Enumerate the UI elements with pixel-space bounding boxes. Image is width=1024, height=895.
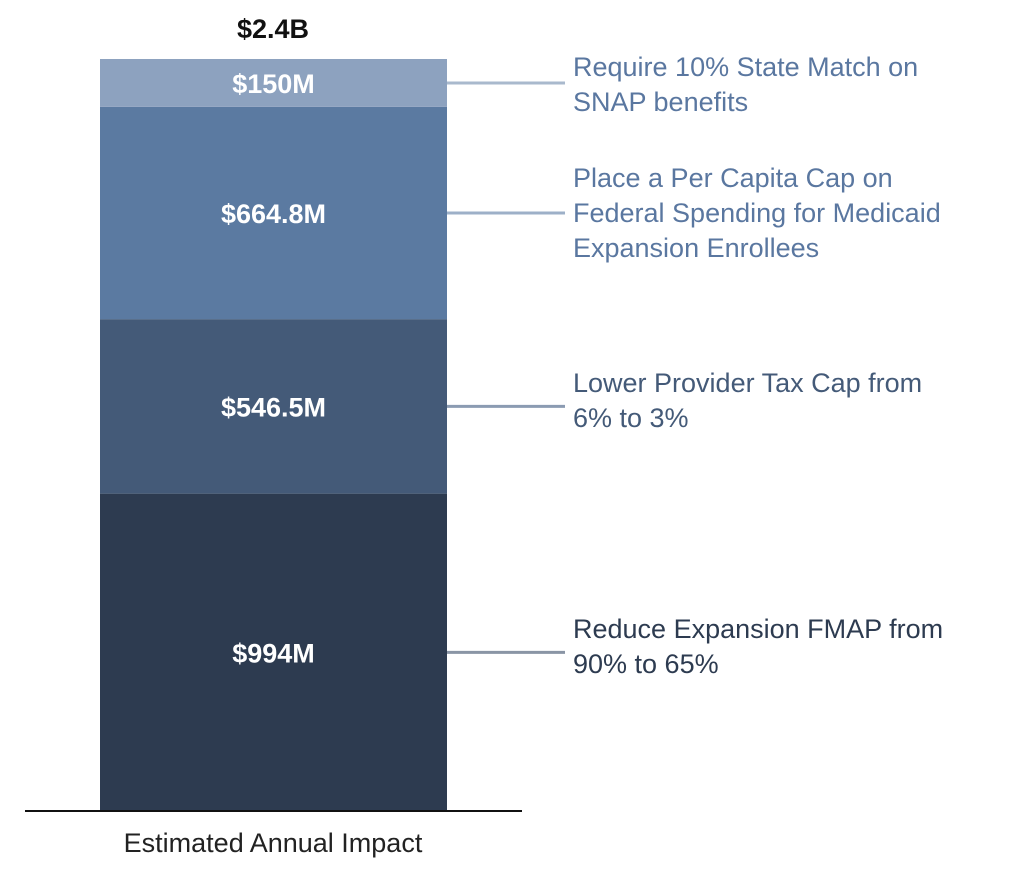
bar-segment-snap-match <box>100 59 447 107</box>
annotation-connectors <box>447 81 565 654</box>
bar-segment-fmap <box>100 493 447 811</box>
segment-value-fmap: $994M <box>232 638 315 668</box>
category-axis-label: Estimated Annual Impact <box>124 828 423 858</box>
annotation-snap-match: Require 10% State Match on SNAP benefits <box>573 52 918 117</box>
total-value-label: $2.4B <box>237 14 309 44</box>
bar-segment-provider-tax <box>100 319 447 494</box>
segment-value-snap-match: $150M <box>232 69 315 99</box>
segment-value-labels: $994M $546.5M $664.8M $150M <box>221 69 326 668</box>
annotation-fmap: Reduce Expansion FMAP from 90% to 65% <box>573 614 943 679</box>
annotation-per-capita-cap: Place a Per Capita Cap on Federal Spendin… <box>573 163 941 263</box>
series-annotations: Reduce Expansion FMAP from 90% to 65% Lowe… <box>573 52 943 679</box>
bar-segment-per-capita-cap <box>100 106 447 320</box>
bar-segments <box>100 59 447 811</box>
segment-value-provider-tax: $546.5M <box>221 392 326 422</box>
segment-value-per-capita-cap: $664.8M <box>221 199 326 229</box>
annotation-provider-tax: Lower Provider Tax Cap from 6% to 3% <box>573 368 922 433</box>
